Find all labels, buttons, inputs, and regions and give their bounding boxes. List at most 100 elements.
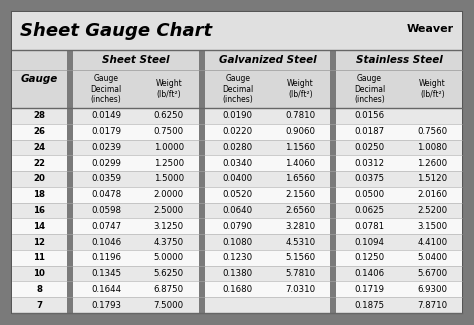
Bar (12, 202, 462, 218)
Text: 2.0000: 2.0000 (154, 190, 184, 199)
Text: 16: 16 (34, 206, 46, 215)
Text: 0.7500: 0.7500 (154, 127, 184, 136)
Text: 0.7560: 0.7560 (417, 127, 447, 136)
Text: 0.0359: 0.0359 (91, 175, 121, 183)
Text: Weight
(lb/ft²): Weight (lb/ft²) (287, 79, 314, 99)
Text: 0.1875: 0.1875 (355, 301, 384, 310)
Text: 4.4100: 4.4100 (417, 238, 447, 247)
Text: 1.2500: 1.2500 (154, 159, 184, 168)
Text: 3.1250: 3.1250 (154, 222, 184, 231)
Text: 0.0179: 0.0179 (91, 127, 121, 136)
Bar (12, 250, 462, 266)
Text: 0.1380: 0.1380 (223, 269, 253, 278)
Text: 0.0250: 0.0250 (355, 143, 384, 152)
Text: 0.0299: 0.0299 (91, 159, 121, 168)
Text: 0.1230: 0.1230 (223, 253, 253, 262)
Bar (67, 50, 73, 313)
Text: 2.5200: 2.5200 (417, 206, 447, 215)
Text: 0.7810: 0.7810 (285, 111, 316, 120)
Bar (12, 124, 462, 139)
Text: 8: 8 (36, 285, 43, 294)
Text: Gauge
Decimal
(inches): Gauge Decimal (inches) (91, 74, 122, 104)
Text: 0.0478: 0.0478 (91, 190, 121, 199)
Text: 2.0160: 2.0160 (417, 190, 447, 199)
Text: 1.5120: 1.5120 (417, 175, 447, 183)
Bar (12, 139, 462, 155)
Text: 1.1560: 1.1560 (285, 143, 316, 152)
Text: 11: 11 (34, 253, 46, 262)
Bar (67, 108, 73, 313)
Text: 0.1644: 0.1644 (91, 285, 121, 294)
Text: Weight
(lb/ft²): Weight (lb/ft²) (155, 79, 182, 99)
Text: 7.0310: 7.0310 (285, 285, 316, 294)
Text: Sheet Gauge Chart: Sheet Gauge Chart (20, 22, 212, 40)
Bar (199, 50, 205, 313)
Text: 1.6560: 1.6560 (285, 175, 316, 183)
Text: 4.3750: 4.3750 (154, 238, 184, 247)
Text: Gauge: Gauge (21, 74, 58, 84)
Text: 5.6250: 5.6250 (154, 269, 184, 278)
Text: 18: 18 (34, 190, 46, 199)
Text: 3.1500: 3.1500 (417, 222, 447, 231)
Text: 0.0790: 0.0790 (223, 222, 253, 231)
Text: 0.1250: 0.1250 (355, 253, 384, 262)
Bar (12, 50, 462, 108)
Text: 2.1560: 2.1560 (285, 190, 316, 199)
Text: 4.5310: 4.5310 (285, 238, 316, 247)
Text: 5.0400: 5.0400 (417, 253, 447, 262)
Text: 0.0220: 0.0220 (223, 127, 253, 136)
Text: 7.5000: 7.5000 (154, 301, 184, 310)
Text: 14: 14 (33, 222, 46, 231)
Bar (12, 266, 462, 281)
Text: 0.0190: 0.0190 (223, 111, 253, 120)
Text: 0.9060: 0.9060 (285, 127, 316, 136)
Text: 0.1080: 0.1080 (223, 238, 253, 247)
Text: 0.0187: 0.0187 (355, 127, 384, 136)
Text: 0.1406: 0.1406 (355, 269, 384, 278)
Bar (12, 155, 462, 171)
Text: 0.0239: 0.0239 (91, 143, 121, 152)
Text: 0.0340: 0.0340 (223, 159, 253, 168)
Text: 0.1719: 0.1719 (355, 285, 384, 294)
Text: 3.2810: 3.2810 (285, 222, 316, 231)
Bar (199, 108, 205, 313)
Text: 0.0625: 0.0625 (355, 206, 384, 215)
Text: 1.5000: 1.5000 (154, 175, 184, 183)
Text: 1.0080: 1.0080 (417, 143, 447, 152)
Text: Galvanized Steel: Galvanized Steel (219, 55, 316, 65)
Text: 0.0375: 0.0375 (355, 175, 384, 183)
Bar (330, 108, 336, 313)
Bar (12, 218, 462, 234)
Bar (67, 50, 73, 313)
Text: 5.6700: 5.6700 (417, 269, 447, 278)
Text: 0.0781: 0.0781 (355, 222, 384, 231)
Text: 0.6250: 0.6250 (154, 111, 184, 120)
Text: 0.1046: 0.1046 (91, 238, 121, 247)
Bar (199, 50, 205, 313)
Text: 0.0598: 0.0598 (91, 206, 121, 215)
Text: 0.0520: 0.0520 (223, 190, 253, 199)
Text: 0.1094: 0.1094 (355, 238, 384, 247)
Bar (12, 281, 462, 297)
Text: 5.7810: 5.7810 (285, 269, 316, 278)
Text: 2.5000: 2.5000 (154, 206, 184, 215)
Text: 10: 10 (34, 269, 46, 278)
Text: 0.0747: 0.0747 (91, 222, 121, 231)
Text: 5.1560: 5.1560 (285, 253, 316, 262)
Text: 24: 24 (33, 143, 46, 152)
Text: 5.0000: 5.0000 (154, 253, 184, 262)
Text: 6.9300: 6.9300 (417, 285, 447, 294)
Bar (12, 171, 462, 187)
Text: 0.1196: 0.1196 (91, 253, 121, 262)
Text: 0.0149: 0.0149 (91, 111, 121, 120)
Text: Sheet Steel: Sheet Steel (102, 55, 170, 65)
Text: 0.1345: 0.1345 (91, 269, 121, 278)
Text: 1.2600: 1.2600 (417, 159, 447, 168)
Text: 20: 20 (34, 175, 46, 183)
Text: 0.0400: 0.0400 (223, 175, 253, 183)
Bar (330, 50, 336, 313)
Text: 0.0280: 0.0280 (223, 143, 253, 152)
Text: Weaver: Weaver (407, 24, 454, 34)
Text: 0.0500: 0.0500 (355, 190, 384, 199)
Text: 6.8750: 6.8750 (154, 285, 184, 294)
